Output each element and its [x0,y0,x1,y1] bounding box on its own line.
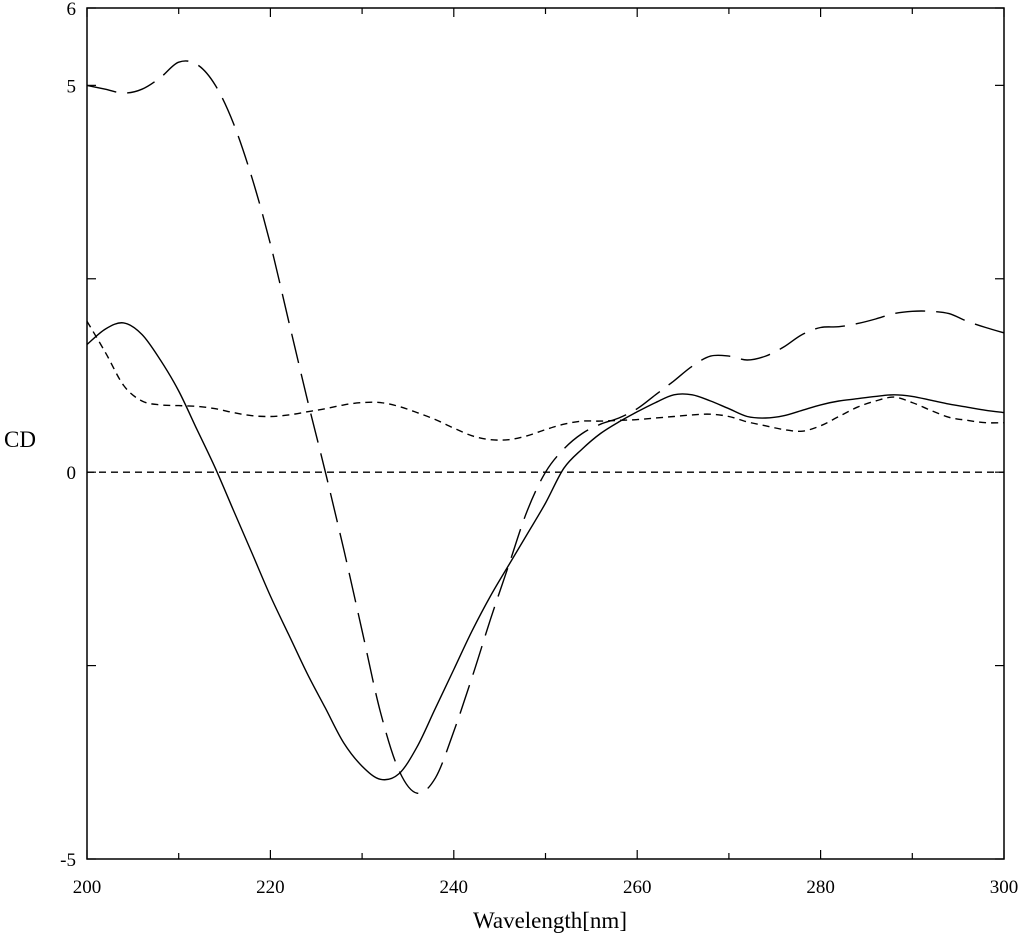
x-tick-label: 220 [256,877,285,898]
series-line-short-dash [86,320,1005,441]
x-tick-label: 280 [806,877,835,898]
x-tick-label: 200 [73,877,102,898]
x-tick-label: 240 [440,877,469,898]
y-tick-label: 5 [67,76,77,97]
series-layer [86,60,1005,795]
labels-layer: 200 220 240 260 280 300 6 5 0 -5 [60,0,1018,898]
series-line-long-dash [86,60,1005,795]
y-axis-label: CD [4,427,36,452]
x-axis-label: Wavelength[nm] [473,908,627,933]
plot-frame [86,7,1005,860]
series-line-solid [86,322,1005,781]
x-tick-label: 300 [990,877,1019,898]
ticks-layer [86,7,1005,860]
x-tick-label: 260 [623,877,652,898]
y-tick-label: 0 [67,463,77,484]
y-tick-label: -5 [60,850,76,871]
y-tick-label: 6 [67,0,77,20]
